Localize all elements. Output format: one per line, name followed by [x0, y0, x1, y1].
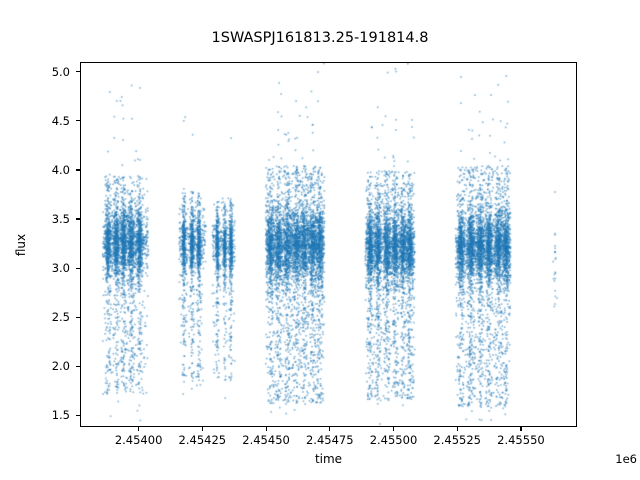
y-tick-mark	[76, 120, 80, 122]
x-tick-mark	[392, 427, 395, 431]
x-tick-mark	[265, 427, 267, 431]
page-title: 1SWASPJ161813.25-191814.8	[211, 30, 429, 46]
x-tick-mark	[138, 427, 140, 431]
y-tick-mark	[76, 169, 80, 171]
x-tick-mark	[456, 427, 458, 431]
scatter-points-canvas	[81, 63, 576, 426]
y-tick-label: 4.0	[51, 162, 70, 177]
x-tick-label: 2.45425	[178, 433, 227, 447]
y-tick-label: 1.5	[51, 408, 70, 423]
x-tick-label: 2.45550	[497, 433, 545, 447]
x-tick-label: 2.45525	[433, 433, 481, 447]
x-axis-label: time	[314, 452, 343, 466]
x-tick-mark	[201, 427, 203, 431]
y-tick-mark	[76, 365, 80, 367]
y-tick-mark	[76, 267, 80, 269]
y-tick-label: 4.5	[51, 113, 70, 128]
x-tick-label: 2.45475	[305, 433, 354, 447]
plot-area	[80, 62, 577, 427]
y-tick-mark	[76, 218, 80, 220]
y-axis-label: flux	[12, 62, 30, 427]
y-tick-mark	[76, 316, 80, 318]
y-tick-mark	[76, 414, 80, 416]
y-tick-label: 2.5	[51, 310, 70, 325]
x-tick-mark	[520, 427, 522, 431]
y-tick-label: 5.0	[51, 64, 70, 79]
x-tick-label: 2.45500	[369, 433, 418, 447]
y-tick-mark	[76, 71, 80, 73]
y-axis-label-text: flux	[14, 233, 29, 256]
x-axis-offset-label: 1e6	[615, 452, 637, 466]
x-tick-mark	[329, 427, 331, 431]
y-tick-label: 3.5	[51, 211, 70, 226]
y-tick-label: 3.0	[51, 261, 70, 276]
y-tick-label: 2.0	[51, 359, 70, 374]
x-tick-label: 2.45400	[114, 433, 163, 447]
x-tick-label: 2.45450	[242, 433, 290, 447]
